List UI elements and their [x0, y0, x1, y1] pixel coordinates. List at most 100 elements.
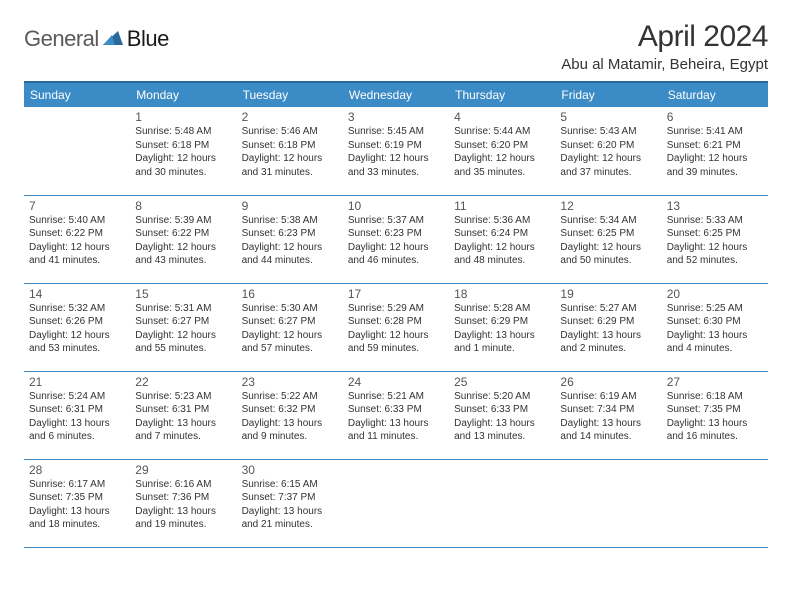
sunrise-text: Sunrise: 5:48 AM — [135, 125, 231, 139]
day-info: Sunrise: 5:24 AMSunset: 6:31 PMDaylight:… — [29, 390, 125, 444]
sunrise-text: Sunrise: 5:43 AM — [560, 125, 656, 139]
sunrise-text: Sunrise: 5:29 AM — [348, 302, 444, 316]
day-header: Friday — [555, 82, 661, 107]
day-number: 12 — [560, 199, 656, 213]
calendar-cell: 28Sunrise: 6:17 AMSunset: 7:35 PMDayligh… — [24, 459, 130, 547]
day-info: Sunrise: 5:27 AMSunset: 6:29 PMDaylight:… — [560, 302, 656, 356]
logo-text-general: General — [24, 26, 99, 52]
sunrise-text: Sunrise: 5:24 AM — [29, 390, 125, 404]
sunset-text: Sunset: 6:20 PM — [560, 139, 656, 153]
calendar-cell — [343, 459, 449, 547]
calendar-cell: 16Sunrise: 5:30 AMSunset: 6:27 PMDayligh… — [237, 283, 343, 371]
sunrise-text: Sunrise: 5:31 AM — [135, 302, 231, 316]
calendar-cell: 23Sunrise: 5:22 AMSunset: 6:32 PMDayligh… — [237, 371, 343, 459]
daylight-text: Daylight: 12 hours and 43 minutes. — [135, 241, 231, 268]
day-info: Sunrise: 5:32 AMSunset: 6:26 PMDaylight:… — [29, 302, 125, 356]
calendar-cell: 29Sunrise: 6:16 AMSunset: 7:36 PMDayligh… — [130, 459, 236, 547]
sunrise-text: Sunrise: 5:22 AM — [242, 390, 338, 404]
day-number: 25 — [454, 375, 550, 389]
calendar-cell: 9Sunrise: 5:38 AMSunset: 6:23 PMDaylight… — [237, 195, 343, 283]
calendar-cell: 6Sunrise: 5:41 AMSunset: 6:21 PMDaylight… — [662, 107, 768, 195]
logo-triangle-icon — [103, 29, 123, 50]
calendar-week-row: 1Sunrise: 5:48 AMSunset: 6:18 PMDaylight… — [24, 107, 768, 195]
sunset-text: Sunset: 7:37 PM — [242, 491, 338, 505]
day-number: 16 — [242, 287, 338, 301]
day-info: Sunrise: 5:21 AMSunset: 6:33 PMDaylight:… — [348, 390, 444, 444]
sunrise-text: Sunrise: 6:19 AM — [560, 390, 656, 404]
day-info: Sunrise: 5:38 AMSunset: 6:23 PMDaylight:… — [242, 214, 338, 268]
day-number: 30 — [242, 463, 338, 477]
daylight-text: Daylight: 12 hours and 41 minutes. — [29, 241, 125, 268]
daylight-text: Daylight: 13 hours and 13 minutes. — [454, 417, 550, 444]
day-number: 10 — [348, 199, 444, 213]
sunset-text: Sunset: 6:31 PM — [29, 403, 125, 417]
daylight-text: Daylight: 12 hours and 35 minutes. — [454, 152, 550, 179]
daylight-text: Daylight: 12 hours and 48 minutes. — [454, 241, 550, 268]
day-info: Sunrise: 5:40 AMSunset: 6:22 PMDaylight:… — [29, 214, 125, 268]
day-info: Sunrise: 6:18 AMSunset: 7:35 PMDaylight:… — [667, 390, 763, 444]
daylight-text: Daylight: 13 hours and 21 minutes. — [242, 505, 338, 532]
daylight-text: Daylight: 13 hours and 19 minutes. — [135, 505, 231, 532]
day-number: 20 — [667, 287, 763, 301]
daylight-text: Daylight: 12 hours and 57 minutes. — [242, 329, 338, 356]
sunrise-text: Sunrise: 6:15 AM — [242, 478, 338, 492]
daylight-text: Daylight: 13 hours and 9 minutes. — [242, 417, 338, 444]
daylight-text: Daylight: 13 hours and 1 minute. — [454, 329, 550, 356]
sunset-text: Sunset: 6:25 PM — [667, 227, 763, 241]
sunrise-text: Sunrise: 6:17 AM — [29, 478, 125, 492]
day-header-row: Sunday Monday Tuesday Wednesday Thursday… — [24, 82, 768, 107]
daylight-text: Daylight: 12 hours and 52 minutes. — [667, 241, 763, 268]
sunset-text: Sunset: 6:26 PM — [29, 315, 125, 329]
calendar-cell: 15Sunrise: 5:31 AMSunset: 6:27 PMDayligh… — [130, 283, 236, 371]
sunrise-text: Sunrise: 5:41 AM — [667, 125, 763, 139]
day-number: 21 — [29, 375, 125, 389]
sunset-text: Sunset: 6:29 PM — [454, 315, 550, 329]
day-info: Sunrise: 5:20 AMSunset: 6:33 PMDaylight:… — [454, 390, 550, 444]
calendar-cell — [24, 107, 130, 195]
daylight-text: Daylight: 13 hours and 4 minutes. — [667, 329, 763, 356]
calendar-cell: 20Sunrise: 5:25 AMSunset: 6:30 PMDayligh… — [662, 283, 768, 371]
calendar-week-row: 7Sunrise: 5:40 AMSunset: 6:22 PMDaylight… — [24, 195, 768, 283]
sunrise-text: Sunrise: 5:39 AM — [135, 214, 231, 228]
sunset-text: Sunset: 6:18 PM — [135, 139, 231, 153]
sunset-text: Sunset: 7:35 PM — [667, 403, 763, 417]
calendar-cell: 13Sunrise: 5:33 AMSunset: 6:25 PMDayligh… — [662, 195, 768, 283]
sunrise-text: Sunrise: 5:34 AM — [560, 214, 656, 228]
day-info: Sunrise: 5:34 AMSunset: 6:25 PMDaylight:… — [560, 214, 656, 268]
sunset-text: Sunset: 6:24 PM — [454, 227, 550, 241]
day-number: 23 — [242, 375, 338, 389]
day-info: Sunrise: 5:31 AMSunset: 6:27 PMDaylight:… — [135, 302, 231, 356]
calendar-cell: 27Sunrise: 6:18 AMSunset: 7:35 PMDayligh… — [662, 371, 768, 459]
sunset-text: Sunset: 6:29 PM — [560, 315, 656, 329]
day-info: Sunrise: 5:39 AMSunset: 6:22 PMDaylight:… — [135, 214, 231, 268]
sunrise-text: Sunrise: 6:16 AM — [135, 478, 231, 492]
day-header: Thursday — [449, 82, 555, 107]
day-info: Sunrise: 5:33 AMSunset: 6:25 PMDaylight:… — [667, 214, 763, 268]
sunrise-text: Sunrise: 5:20 AM — [454, 390, 550, 404]
daylight-text: Daylight: 13 hours and 2 minutes. — [560, 329, 656, 356]
daylight-text: Daylight: 12 hours and 44 minutes. — [242, 241, 338, 268]
day-info: Sunrise: 6:15 AMSunset: 7:37 PMDaylight:… — [242, 478, 338, 532]
calendar-cell: 12Sunrise: 5:34 AMSunset: 6:25 PMDayligh… — [555, 195, 661, 283]
daylight-text: Daylight: 12 hours and 55 minutes. — [135, 329, 231, 356]
day-info: Sunrise: 6:17 AMSunset: 7:35 PMDaylight:… — [29, 478, 125, 532]
month-title: April 2024 — [561, 20, 768, 54]
calendar-cell: 10Sunrise: 5:37 AMSunset: 6:23 PMDayligh… — [343, 195, 449, 283]
day-number: 22 — [135, 375, 231, 389]
day-info: Sunrise: 5:46 AMSunset: 6:18 PMDaylight:… — [242, 125, 338, 179]
sunset-text: Sunset: 6:22 PM — [135, 227, 231, 241]
daylight-text: Daylight: 12 hours and 30 minutes. — [135, 152, 231, 179]
day-info: Sunrise: 5:48 AMSunset: 6:18 PMDaylight:… — [135, 125, 231, 179]
sunset-text: Sunset: 6:22 PM — [29, 227, 125, 241]
day-number: 11 — [454, 199, 550, 213]
day-number: 29 — [135, 463, 231, 477]
sunset-text: Sunset: 6:33 PM — [454, 403, 550, 417]
calendar-cell: 8Sunrise: 5:39 AMSunset: 6:22 PMDaylight… — [130, 195, 236, 283]
sunset-text: Sunset: 6:31 PM — [135, 403, 231, 417]
day-info: Sunrise: 5:28 AMSunset: 6:29 PMDaylight:… — [454, 302, 550, 356]
sunrise-text: Sunrise: 5:38 AM — [242, 214, 338, 228]
daylight-text: Daylight: 13 hours and 11 minutes. — [348, 417, 444, 444]
day-header: Sunday — [24, 82, 130, 107]
calendar-cell: 22Sunrise: 5:23 AMSunset: 6:31 PMDayligh… — [130, 371, 236, 459]
sunrise-text: Sunrise: 5:44 AM — [454, 125, 550, 139]
